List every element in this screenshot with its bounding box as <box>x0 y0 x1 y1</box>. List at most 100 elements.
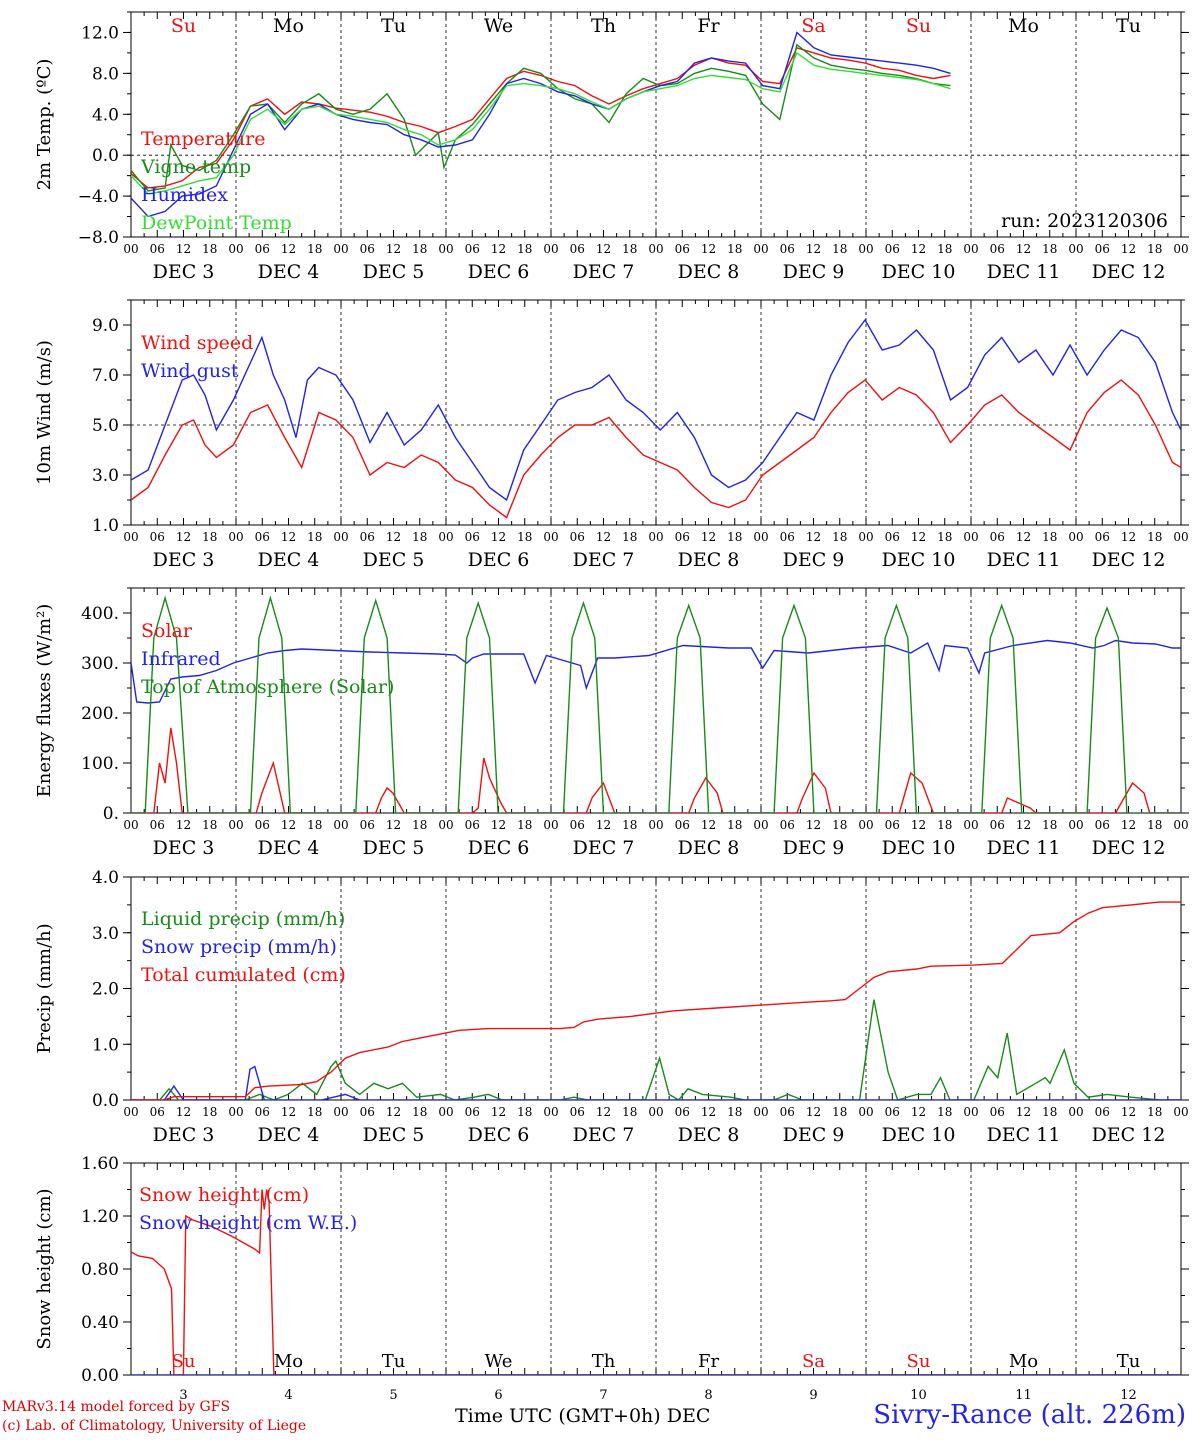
x-hour-label: 18 <box>202 530 217 544</box>
x-hour-label: 06 <box>1095 818 1110 832</box>
x-hour-label: 18 <box>412 1105 427 1119</box>
x-day-label: DEC 4 <box>258 837 320 859</box>
x-hour-label: 18 <box>622 1105 637 1119</box>
x-day-label: DEC 12 <box>1092 261 1166 283</box>
run-annotation: run: 2023120306 <box>1001 210 1168 232</box>
x-weekday-label: Mo <box>1009 1351 1038 1372</box>
x-weekday-label: Sa <box>801 15 825 37</box>
panel-5 <box>123 1162 1189 1376</box>
x-hour-label: 12 <box>491 242 506 256</box>
panel-2 <box>123 299 1189 526</box>
x-hour-label: 18 <box>727 1105 742 1119</box>
x-hour-label: 00 <box>858 530 873 544</box>
x-hour-label: 06 <box>255 242 270 256</box>
x-hour-label: 00 <box>858 1105 873 1119</box>
x-hour-label: 18 <box>1147 1105 1162 1119</box>
x-axis-label: Time UTC (GMT+0h) DEC <box>455 1405 710 1427</box>
x-hour-label: 00 <box>438 818 453 832</box>
legend-entry: Wind speed <box>141 332 253 354</box>
x-hour-label: 18 <box>622 530 637 544</box>
series-line-humidex <box>131 31 951 218</box>
x-day-label: DEC 5 <box>363 549 425 571</box>
x-daynumber-label: 5 <box>389 1388 397 1403</box>
x-hour-label: 12 <box>281 242 296 256</box>
x-hour-label: 00 <box>1173 818 1188 832</box>
x-daynumber-label: 6 <box>494 1388 502 1403</box>
legend-entry: Solar <box>141 620 193 642</box>
x-weekday-label: Sa <box>802 1351 825 1372</box>
legend-entry: Wind gust <box>141 360 239 382</box>
y-tick-label: 4.0 <box>92 105 119 125</box>
x-hour-label: 06 <box>675 530 690 544</box>
y-tick-label: 1.20 <box>81 1207 119 1227</box>
x-hour-label: 06 <box>780 1105 795 1119</box>
x-hour-label: 06 <box>570 818 585 832</box>
x-day-label: DEC 8 <box>678 549 740 571</box>
x-hour-label: 18 <box>202 1105 217 1119</box>
x-daynumber-label: 8 <box>704 1388 712 1403</box>
x-hour-label: 12 <box>1016 242 1031 256</box>
x-weekday-label: Mo <box>274 1351 303 1372</box>
x-hour-label: 12 <box>386 818 401 832</box>
x-hour-label: 12 <box>701 1105 716 1119</box>
x-hour-label: 18 <box>412 530 427 544</box>
x-hour-label: 18 <box>517 818 532 832</box>
x-hour-label: 18 <box>832 818 847 832</box>
x-weekday-label: We <box>485 1351 513 1372</box>
x-daynumber-label: 10 <box>910 1388 927 1403</box>
x-hour-label: 00 <box>753 530 768 544</box>
x-hour-label: 18 <box>622 818 637 832</box>
x-day-label: DEC 8 <box>678 837 740 859</box>
x-hour-label: 18 <box>412 242 427 256</box>
x-weekday-label: Su <box>907 1351 931 1372</box>
legend-entry: Snow height (cm W.E.) <box>139 1212 357 1234</box>
x-hour-label: 12 <box>176 242 191 256</box>
x-hour-label: 12 <box>911 1105 926 1119</box>
x-day-label: DEC 5 <box>363 837 425 859</box>
x-hour-label: 00 <box>543 530 558 544</box>
x-hour-label: 06 <box>990 1105 1005 1119</box>
x-hour-label: 18 <box>307 818 322 832</box>
y-axis-label: Snow height (cm) <box>34 1188 55 1349</box>
series-line-snow-precip-mm-h- <box>131 1065 1181 1100</box>
x-weekday-label: Tu <box>1116 15 1141 37</box>
series-line-wind-gust <box>131 318 1181 502</box>
series-line-temperature <box>131 46 951 189</box>
x-day-label: DEC 12 <box>1092 837 1166 859</box>
x-hour-label: 18 <box>937 818 952 832</box>
x-weekday-label: We <box>484 15 513 37</box>
series-line-wind-speed <box>131 379 1181 519</box>
x-hour-label: 06 <box>885 1105 900 1119</box>
x-day-label: DEC 11 <box>987 549 1061 571</box>
x-weekday-label: Th <box>592 1351 616 1372</box>
x-hour-label: 18 <box>832 530 847 544</box>
x-hour-label: 00 <box>858 818 873 832</box>
x-hour-label: 06 <box>360 530 375 544</box>
x-hour-label: 12 <box>1121 530 1136 544</box>
x-hour-label: 00 <box>228 1105 243 1119</box>
series-line-total-cumulated-cm- <box>131 901 1181 1100</box>
x-hour-label: 06 <box>465 242 480 256</box>
x-hour-label: 12 <box>281 530 296 544</box>
x-hour-label: 18 <box>1147 242 1162 256</box>
x-hour-label: 06 <box>465 818 480 832</box>
x-hour-label: 12 <box>596 530 611 544</box>
y-tick-label: −4.0 <box>78 187 119 207</box>
x-hour-label: 18 <box>517 530 532 544</box>
x-hour-label: 18 <box>202 242 217 256</box>
x-hour-label: 06 <box>360 1105 375 1119</box>
x-day-label: DEC 11 <box>987 261 1061 283</box>
x-hour-label: 00 <box>1068 530 1083 544</box>
x-day-label: DEC 9 <box>783 837 845 859</box>
y-tick-label: 0.40 <box>81 1313 119 1333</box>
x-hour-label: 00 <box>753 242 768 256</box>
x-hour-label: 12 <box>701 530 716 544</box>
series-line-liquid-precip-mm-h- <box>131 999 1181 1100</box>
x-hour-label: 12 <box>491 1105 506 1119</box>
x-daynumber-label: 3 <box>179 1388 187 1403</box>
x-hour-label: 06 <box>885 530 900 544</box>
model-credit: MARv3.14 model forced by GFS <box>2 1399 231 1415</box>
x-hour-label: 06 <box>150 530 165 544</box>
x-hour-label: 06 <box>885 818 900 832</box>
x-day-label: DEC 9 <box>783 549 845 571</box>
